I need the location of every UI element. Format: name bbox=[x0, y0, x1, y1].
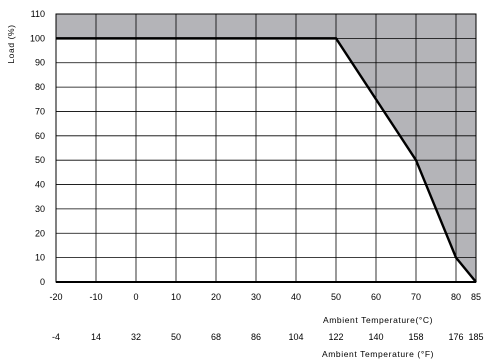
y-tick-label-60: 60 bbox=[35, 131, 45, 141]
derating-curve-layer bbox=[56, 37, 477, 283]
unsafe-region-shading bbox=[56, 14, 476, 282]
x2-tick-label-185: 185 bbox=[468, 332, 483, 342]
x2-tick-label-140: 140 bbox=[368, 332, 383, 342]
y-tick-labels: 0 10 20 30 40 50 60 70 80 90 100 110 bbox=[30, 9, 45, 287]
x-tick-label-30: 30 bbox=[251, 292, 261, 302]
y-tick-label-110: 110 bbox=[31, 9, 45, 19]
y-tick-label-100: 100 bbox=[30, 33, 45, 43]
y-axis-title: Load (%) bbox=[6, 24, 16, 63]
x2-tick-label--4: -4 bbox=[52, 332, 60, 342]
y-tick-label-20: 20 bbox=[35, 228, 45, 238]
x2-tick-label-32: 32 bbox=[131, 332, 141, 342]
y-tick-label-10: 10 bbox=[35, 253, 45, 263]
x2-tick-label-14: 14 bbox=[91, 332, 101, 342]
x-axis-title-celsius: Ambient Temperature(°C) bbox=[323, 315, 433, 325]
y-tick-label-40: 40 bbox=[35, 180, 45, 190]
y-tick-label-70: 70 bbox=[35, 106, 45, 116]
x2-tick-label-50: 50 bbox=[171, 332, 181, 342]
x-tick-label-85: 85 bbox=[471, 292, 481, 302]
shaded-area bbox=[56, 14, 476, 282]
x-tick-labels-fahrenheit: -4 14 32 50 68 86 104 122 140 158 176 185 bbox=[52, 332, 484, 342]
x-tick-label-70: 70 bbox=[411, 292, 421, 302]
x2-tick-label-176: 176 bbox=[448, 332, 463, 342]
x2-tick-label-122: 122 bbox=[328, 332, 343, 342]
derating-curve bbox=[56, 37, 477, 283]
axis-lines bbox=[55, 13, 477, 283]
x2-tick-label-104: 104 bbox=[288, 332, 303, 342]
x-axis-title-fahrenheit: Ambient Temperature (°F) bbox=[322, 349, 434, 359]
y-tick-label-50: 50 bbox=[35, 155, 45, 165]
x-tick-label-10: 10 bbox=[171, 292, 181, 302]
x-tick-label-20: 20 bbox=[211, 292, 221, 302]
x-tick-label--10: -10 bbox=[89, 292, 102, 302]
x-tick-label--20: -20 bbox=[49, 292, 62, 302]
x2-tick-label-68: 68 bbox=[211, 332, 221, 342]
y-tick-label-0: 0 bbox=[40, 277, 45, 287]
x-tick-label-40: 40 bbox=[291, 292, 301, 302]
y-tick-label-30: 30 bbox=[35, 204, 45, 214]
x-tick-label-0: 0 bbox=[133, 292, 138, 302]
x-tick-label-60: 60 bbox=[371, 292, 381, 302]
x2-tick-label-158: 158 bbox=[408, 332, 423, 342]
x2-tick-label-86: 86 bbox=[251, 332, 261, 342]
x-tick-label-50: 50 bbox=[331, 292, 341, 302]
y-tick-label-80: 80 bbox=[35, 82, 45, 92]
x-tick-label-80: 80 bbox=[451, 292, 461, 302]
y-tick-label-90: 90 bbox=[35, 58, 45, 68]
x-tick-labels-celsius: -20 -10 0 10 20 30 40 50 60 70 80 85 bbox=[49, 292, 481, 302]
